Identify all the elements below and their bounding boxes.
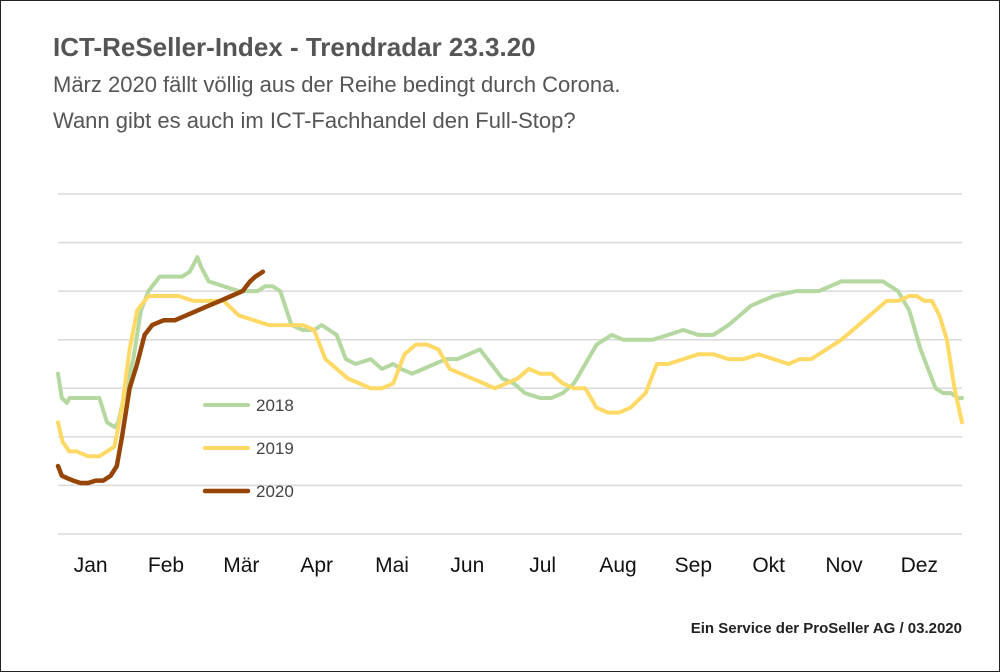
x-tick-label-Mär: Mär [223, 554, 259, 577]
series-line-2018 [56, 255, 964, 430]
gridlines [58, 193, 962, 535]
x-tick-label-Feb: Feb [148, 554, 184, 577]
chart-subtitle-line-2: Wann gibt es auch im ICT-Fachhandel den … [53, 108, 576, 133]
x-tick-label-Aug: Aug [599, 554, 636, 577]
x-tick-label-Sep: Sep [675, 554, 712, 577]
series-lines [55, 255, 964, 486]
chart-subtitle-line-1: März 2020 fällt völlig aus der Reihe bed… [53, 72, 621, 97]
chart-title: ICT-ReSeller-Index - Trendradar 23.3.20 [53, 32, 536, 62]
legend: 2018 2019 2020 [202, 396, 294, 501]
x-tick-label-Apr: Apr [300, 554, 333, 577]
x-axis-ticks: Jan Feb Mär Apr Mai Jun Jul Aug Sep Okt Nov Dez [74, 554, 938, 577]
x-tick-label-Jul: Jul [529, 554, 556, 577]
x-tick-label-Okt: Okt [752, 554, 785, 577]
x-tick-label-Nov: Nov [825, 554, 863, 577]
legend-label-2019: 2019 [256, 439, 294, 458]
series-line-2020 [55, 269, 266, 486]
footer-credit: Ein Service der ProSeller AG / 03.2020 [690, 620, 962, 637]
legend-label-2018: 2018 [256, 396, 294, 415]
x-tick-label-Jun: Jun [450, 554, 484, 577]
series-line-2019 [56, 294, 964, 459]
legend-label-2020: 2020 [256, 482, 294, 501]
x-tick-label-Jan: Jan [74, 554, 108, 577]
x-tick-label-Dez: Dez [901, 554, 938, 577]
x-tick-label-Mai: Mai [375, 554, 409, 577]
